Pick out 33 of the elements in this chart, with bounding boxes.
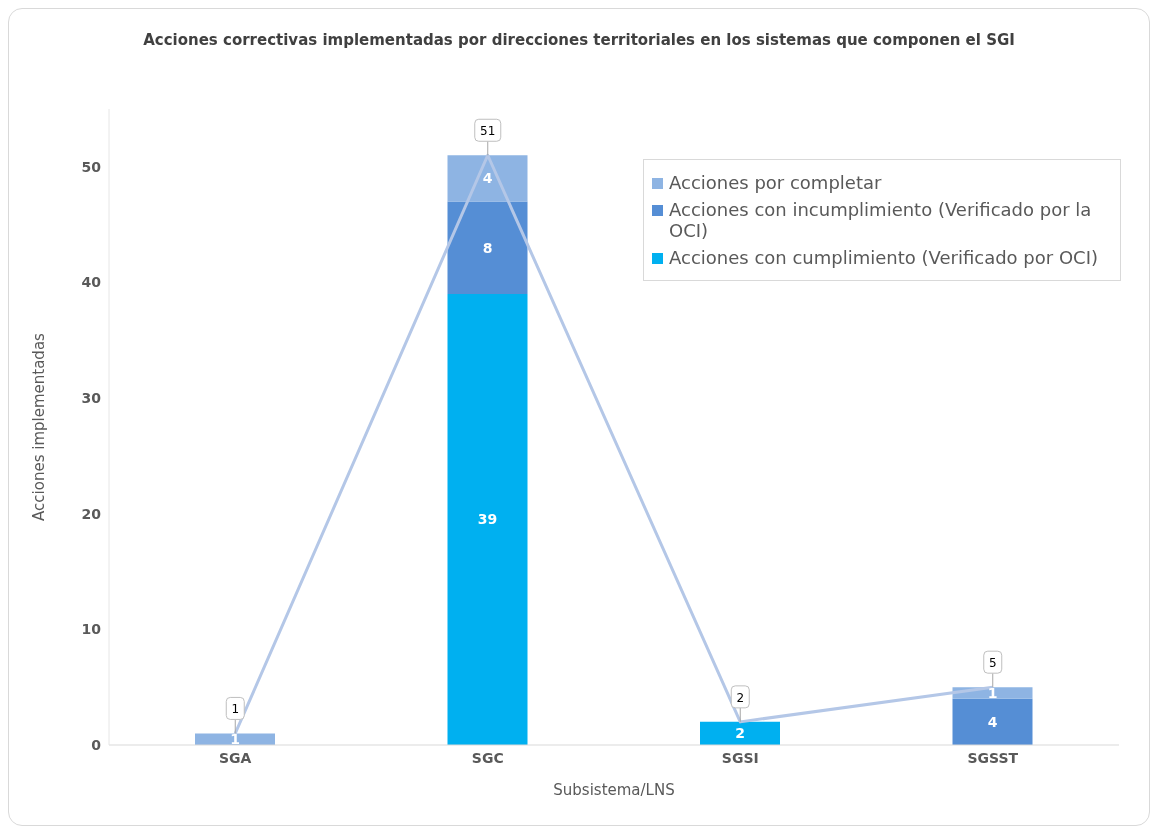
legend-label: Acciones con cumplimiento (Verificado por OCI) [669, 247, 1098, 268]
x-tick-label: SGC [471, 749, 504, 766]
data-label: 1 [987, 684, 998, 701]
bar [447, 155, 528, 202]
x-tick-label: SGA [219, 749, 252, 766]
y-tick-label: 10 [81, 621, 102, 638]
bar [195, 733, 275, 745]
y-axis-title: Acciones implementadas [30, 332, 49, 521]
y-tick-label: 50 [81, 158, 102, 175]
y-tick-label: 0 [91, 736, 102, 753]
x-axis-title: Subsistema/LNS [553, 781, 675, 799]
data-label: 2 [736, 690, 745, 705]
data-label: 1 [231, 702, 240, 717]
bar [952, 698, 1033, 745]
x-tick-label: SGSST [967, 749, 1019, 766]
data-label: 4 [987, 713, 998, 730]
data-label: 4 [482, 170, 493, 187]
bar [447, 201, 528, 295]
x-tick-label: SGSI [721, 749, 759, 766]
data-label: 8 [482, 239, 493, 256]
legend-label: Acciones con incumplimiento (Verificado por la OCI) [669, 199, 1093, 241]
y-tick-label: 40 [81, 274, 102, 291]
y-tick-label: 30 [81, 390, 102, 407]
chart-title: Acciones correctivas implementadas por direcciones territoriales en los sistemas que componen el SGI [142, 31, 1016, 49]
bar [447, 294, 528, 745]
data-label: 2 [735, 725, 745, 742]
bar [700, 721, 780, 745]
legend-label: Acciones por completar [669, 172, 882, 193]
data-label: 5 [988, 656, 997, 671]
data-label: 1 [230, 731, 240, 748]
y-tick-label: 20 [81, 505, 102, 522]
data-label: 51 [480, 124, 496, 139]
data-label: 39 [477, 511, 498, 528]
